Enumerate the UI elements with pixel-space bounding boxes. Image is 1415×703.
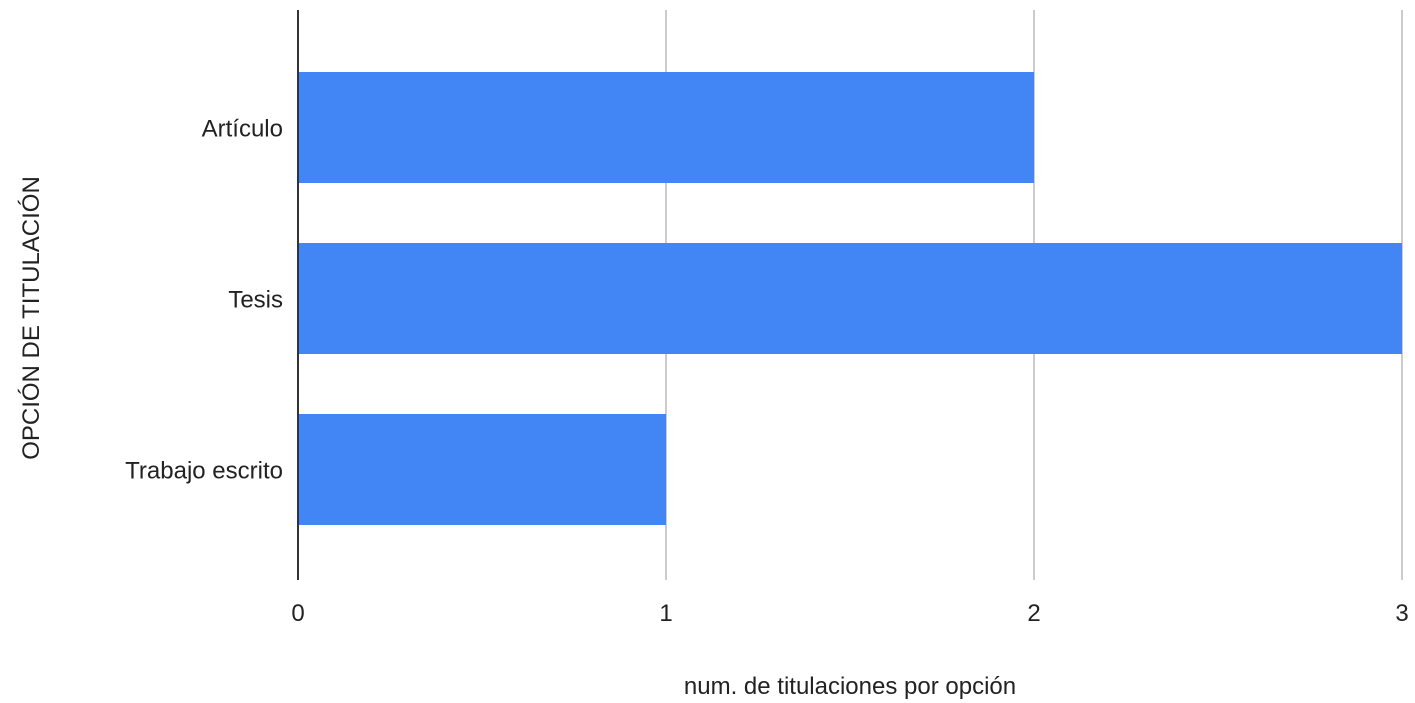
x-tick-label-3: 3 [1395, 600, 1408, 627]
x-axis-title: num. de titulaciones por opción [684, 673, 1016, 700]
x-tick-label-1: 1 [659, 600, 672, 627]
bar-1 [298, 243, 1402, 354]
category-labels: Artículo Tesis Trabajo escrito [125, 116, 283, 485]
x-tick-label-0: 0 [291, 600, 304, 627]
bars [298, 72, 1402, 525]
category-label-0: Artículo [202, 116, 283, 143]
bar-2 [298, 414, 666, 525]
bar-0 [298, 72, 1034, 183]
x-tick-label-2: 2 [1027, 600, 1040, 627]
y-axis-title: OPCIÓN DE TITULACIÓN [18, 176, 45, 460]
x-tick-labels: 0 1 2 3 [291, 600, 1408, 627]
category-label-1: Tesis [228, 287, 283, 314]
category-label-2: Trabajo escrito [125, 458, 283, 485]
